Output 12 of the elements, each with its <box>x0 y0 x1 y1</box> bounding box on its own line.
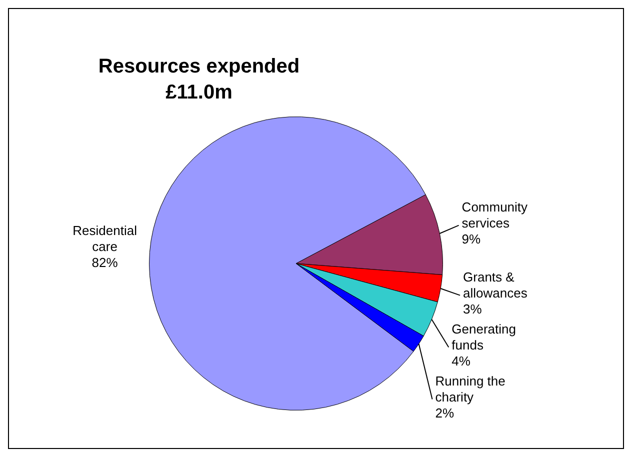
slice-label: Generating funds <box>452 321 516 352</box>
data-label: 2% <box>435 405 454 420</box>
slice-label: Running the charity <box>435 373 506 404</box>
data-label: 9% <box>462 231 482 246</box>
chart-title: Resources expended <box>98 56 300 78</box>
slice-label: Grants & allowances <box>463 269 528 300</box>
data-label: 3% <box>463 301 482 316</box>
slice-label: Residential care <box>72 222 138 254</box>
chart-subtitle: £11.0m <box>166 82 232 104</box>
slice-label: Community services <box>462 199 528 230</box>
data-label: 4% <box>452 353 471 368</box>
data-label: 82% <box>92 254 118 270</box>
